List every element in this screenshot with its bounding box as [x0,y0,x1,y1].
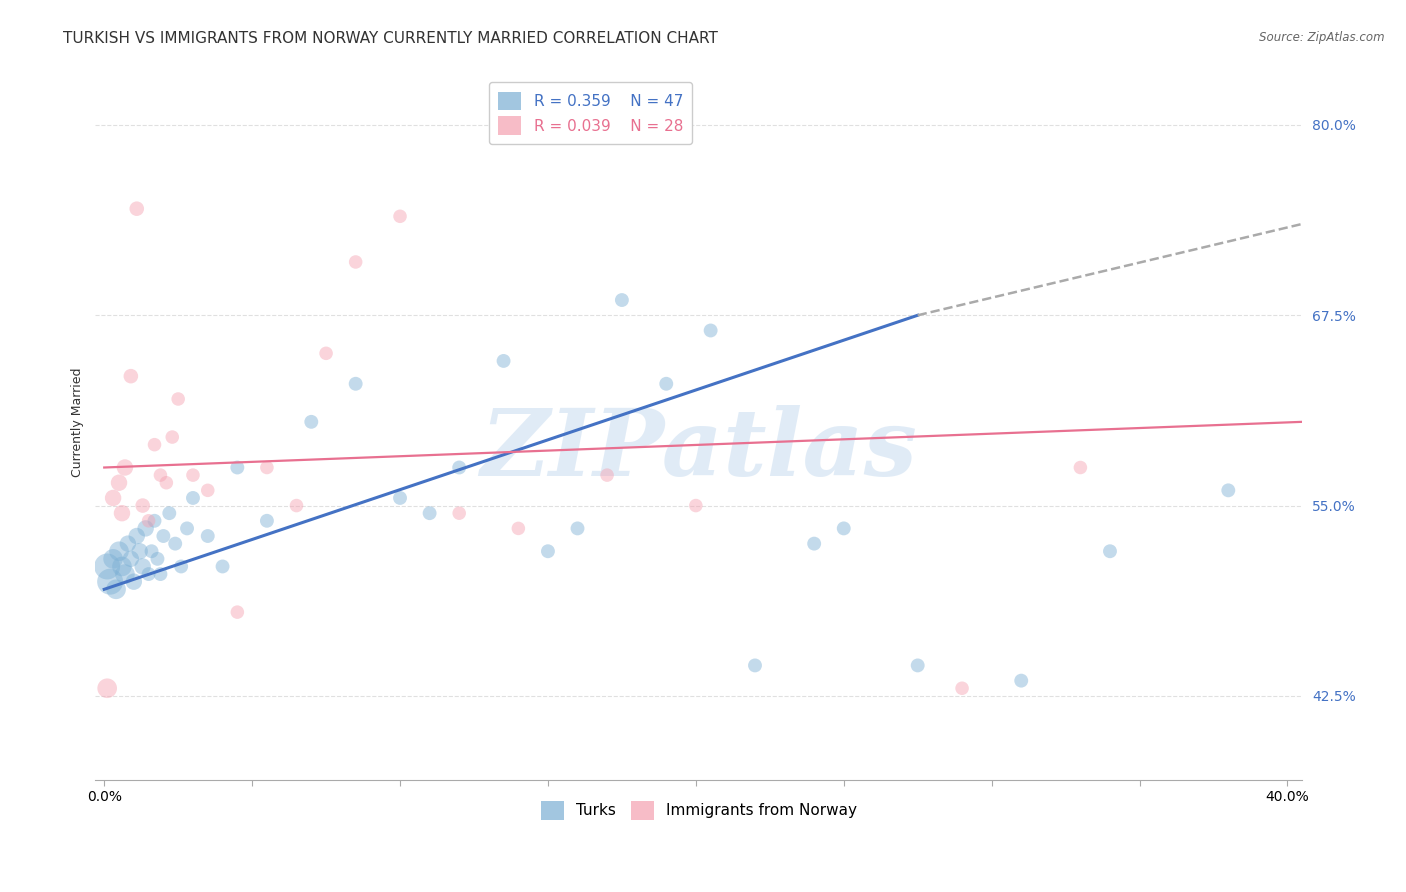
Point [685,499,707,513]
Point [389,491,412,505]
Point [138,514,160,528]
Point [141,544,163,558]
Point [146,552,169,566]
Point [101,552,124,566]
Point [610,293,633,307]
Point [96,559,118,574]
Point [315,346,337,360]
Text: Source: ZipAtlas.com: Source: ZipAtlas.com [1260,31,1385,45]
Point [449,460,471,475]
Point [699,324,721,338]
Point [120,552,142,566]
Point [226,460,249,475]
Point [152,529,174,543]
Point [508,521,530,535]
Point [138,567,160,582]
Point [135,521,157,535]
Point [105,582,128,597]
Point [950,681,973,696]
Point [111,559,134,574]
Point [111,506,134,520]
Point [211,559,233,574]
Point [149,468,172,483]
Point [125,202,148,216]
Point [165,536,187,550]
Point [419,506,441,520]
Point [492,354,515,368]
Point [120,369,142,384]
Point [131,499,153,513]
Point [131,559,153,574]
Point [181,468,204,483]
Point [803,536,825,550]
Point [98,574,121,589]
Point [1010,673,1032,688]
Point [256,514,278,528]
Point [125,529,148,543]
Point [143,514,166,528]
Point [389,209,412,223]
Text: ZIPatlas: ZIPatlas [481,406,917,495]
Point [449,506,471,520]
Point [157,506,180,520]
Point [197,529,219,543]
Point [744,658,766,673]
Point [1069,460,1091,475]
Point [108,544,131,558]
Point [226,605,249,619]
Point [155,475,177,490]
Point [596,468,619,483]
Point [167,392,190,406]
Point [567,521,589,535]
Point [344,255,367,269]
Point [149,567,172,582]
Point [170,559,193,574]
Point [122,574,145,589]
Point [128,544,150,558]
Point [285,499,308,513]
Point [1098,544,1121,558]
Point [181,491,204,505]
Point [299,415,322,429]
Point [108,475,131,490]
Point [1218,483,1240,498]
Point [117,536,139,550]
Point [256,460,278,475]
Y-axis label: Currently Married: Currently Married [72,368,84,476]
Point [655,376,678,391]
Point [162,430,184,444]
Point [344,376,367,391]
Point [832,521,855,535]
Point [197,483,219,498]
Point [176,521,198,535]
Point [114,460,136,475]
Point [114,567,136,582]
Point [907,658,929,673]
Point [143,438,166,452]
Point [96,681,118,696]
Legend: Turks, Immigrants from Norway: Turks, Immigrants from Norway [534,795,863,826]
Point [537,544,560,558]
Text: TURKISH VS IMMIGRANTS FROM NORWAY CURRENTLY MARRIED CORRELATION CHART: TURKISH VS IMMIGRANTS FROM NORWAY CURREN… [63,31,718,46]
Point [101,491,124,505]
